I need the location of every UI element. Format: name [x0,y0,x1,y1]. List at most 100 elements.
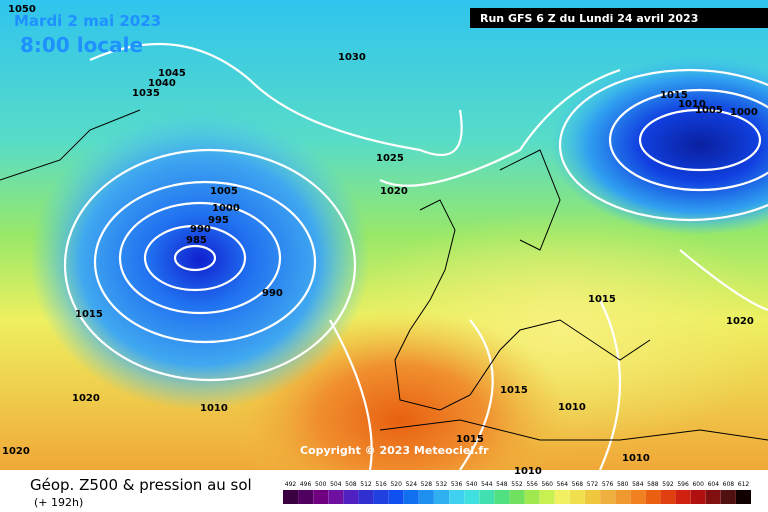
isobar-label: 1015 [660,90,688,101]
run-banner [470,8,768,28]
legend-label: 548 [496,481,508,488]
isobar-label: 1015 [456,434,484,445]
legend: 492 496 500 504 508 512 516 520 524 528 532 536 540 5… [283,481,751,504]
legend-swatch [449,490,465,504]
isobar-labels: 1050104510401035103010251020100510009959… [2,4,758,477]
isobar-label: 1035 [132,88,160,99]
isobar-label: 1025 [376,153,404,164]
isobar-label: 1020 [2,446,30,457]
legend-swatch [690,490,706,504]
legend-swatch [358,490,374,504]
legend-label: 520 [390,481,402,488]
isobar-label: 1030 [338,52,366,63]
legend-label: 540 [466,481,478,488]
legend-swatch [539,490,555,504]
isobar-label: 1010 [514,466,542,477]
legend-label: 564 [557,481,569,488]
legend-label: 568 [572,481,584,488]
isobar-label: 1010 [678,99,706,110]
legend-label: 528 [421,481,433,488]
legend-label: 512 [360,481,372,488]
legend-swatch [373,490,389,504]
legend-label: 496 [300,481,312,488]
legend-label: 604 [708,481,720,488]
date-text: Mardi 2 mai 2023 [14,12,161,30]
isobar-label: 1020 [380,186,408,197]
isobar-label: 990 [190,224,211,235]
copyright: Copyright © 2023 Meteociel.fr [300,444,489,457]
isobar-label: 1015 [500,385,528,396]
legend-swatch [569,490,585,504]
legend-label: 592 [662,481,674,488]
legend-label: 572 [587,481,599,488]
legend-swatch [524,490,540,504]
legend-swatch [388,490,404,504]
isobar-label: 1020 [726,316,754,327]
legend-swatch [720,490,736,504]
isobar-label: 1005 [210,186,238,197]
legend-swatch [283,490,298,504]
legend-label: 596 [677,481,689,488]
isobar-label: 1010 [558,402,586,413]
legend-swatch [645,490,661,504]
legend-swatch [343,490,359,504]
isobar-label: 985 [186,235,207,246]
legend-swatch [403,490,419,504]
legend-label: 508 [345,481,357,488]
legend-swatch [600,490,616,504]
isobar-label: 995 [208,215,229,226]
isobar-label: 1000 [212,203,240,214]
footer-lead: (+ 192h) [34,496,83,509]
legend-label: 500 [315,481,327,488]
legend-swatch [328,490,344,504]
legend-label: 532 [436,481,448,488]
isobar-label: 1045 [158,68,186,79]
legend-swatch [313,490,329,504]
isobar-label: 1015 [75,309,103,320]
legend-label: 584 [632,481,644,488]
isobar-label: 990 [262,288,283,299]
time-text: 8:00 locale [20,33,143,57]
legend-swatch [554,490,570,504]
legend-label: 608 [723,481,735,488]
legend-swatch [615,490,631,504]
legend-label: 580 [617,481,629,488]
isobar-label: 1010 [200,403,228,414]
legend-swatch [675,490,691,504]
legend-label: 612 [738,481,750,488]
legend-label: 544 [481,481,493,488]
legend-swatch [494,490,510,504]
legend-swatch [509,490,525,504]
legend-label: 504 [330,481,342,488]
legend-swatch [630,490,646,504]
run-text: Run GFS 6 Z du Lundi 24 avril 2023 [480,12,698,25]
legend-label: 556 [526,481,538,488]
isobar-label: 1020 [72,393,100,404]
isobar-label: 1005 [695,105,723,116]
legend-swatch [418,490,434,504]
legend-swatch [736,490,751,504]
legend-label: 588 [647,481,659,488]
isobar-label: 1010 [622,453,650,464]
legend-label: 560 [541,481,553,488]
legend-label: 536 [451,481,463,488]
legend-swatch [705,490,721,504]
legend-label: 600 [692,481,704,488]
legend-label: 492 [285,481,297,488]
legend-label: 516 [375,481,387,488]
legend-label: 576 [602,481,614,488]
isobar-label: 1015 [588,294,616,305]
legend-swatch [479,490,495,504]
legend-swatch [585,490,600,504]
legend-label: 552 [511,481,523,488]
legend-swatch [434,490,449,504]
legend-label: 524 [406,481,418,488]
isobar-label: 1040 [148,78,176,89]
legend-swatch [464,490,480,504]
legend-swatch [298,490,314,504]
isobar-label: 1050 [8,4,36,15]
footer-title: Géop. Z500 & pression au sol [30,476,252,494]
legend-swatch [660,490,676,504]
